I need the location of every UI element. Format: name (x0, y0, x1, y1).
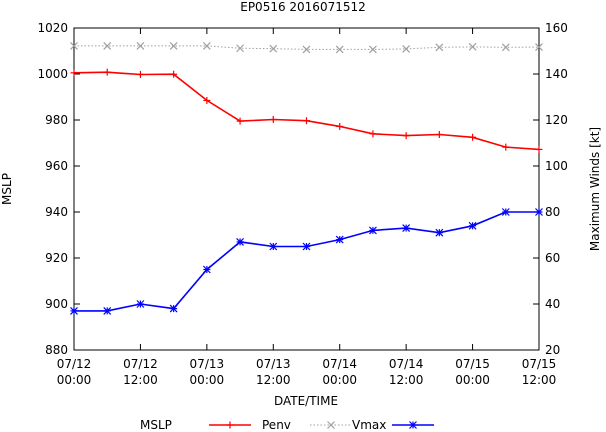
series-penv-line (74, 45, 540, 50)
y-tick-label: 880 (45, 343, 68, 357)
x-tick-label-time: 12:00 (522, 373, 557, 387)
x-tick-label-time: 00:00 (455, 373, 490, 387)
y-tick-label: 940 (45, 205, 68, 219)
x-tick-label-time: 12:00 (123, 373, 158, 387)
x-tick-label-date: 07/13 (190, 357, 225, 371)
y2-axis-label: Maximum Winds [kt] (588, 127, 602, 251)
legend-mslp-label: MSLP (140, 418, 172, 432)
x-tick-label-date: 07/12 (123, 357, 158, 371)
legend-penv-marker (327, 421, 335, 429)
legend-vmax-marker (409, 421, 417, 429)
series-vmax-marker (136, 300, 145, 308)
series-vmax-marker (501, 208, 510, 216)
x-tick-label-date: 07/15 (455, 357, 490, 371)
plot-frame (73, 27, 540, 351)
legend-vmax-label: Vmax (352, 418, 386, 432)
series-vmax-marker (202, 265, 211, 274)
series-vmax-marker (169, 304, 178, 313)
x-tick-label-time: 12:00 (389, 373, 424, 387)
y2-tick-label: 20 (545, 343, 560, 357)
series-penv-marker (435, 43, 444, 52)
y2-tick-label: 60 (545, 251, 560, 265)
series-penv-marker (402, 45, 411, 53)
y2-tick-label: 120 (545, 113, 568, 127)
series-vmax-marker (369, 226, 377, 235)
series-penv-marker (468, 42, 477, 51)
series-penv-marker (169, 42, 178, 50)
y-tick-label: 980 (45, 113, 68, 127)
series-penv-marker (369, 45, 377, 54)
series-penv (70, 42, 543, 54)
x-axis-label: DATE/TIME (274, 394, 338, 408)
axes: 880 900 920 940 960 980 1000 1020 20 40 60 80 100 120… (37, 21, 567, 387)
series-vmax-marker (402, 224, 411, 233)
series-vmax-marker (70, 306, 78, 315)
x-tick-label-time: 00:00 (57, 373, 92, 387)
series-penv-marker (535, 43, 543, 52)
x-tick-label-time: 12:00 (256, 373, 291, 387)
y2-tick-label: 160 (545, 21, 568, 35)
y2-tick-label: 80 (545, 205, 560, 219)
y-tick-label: 960 (45, 159, 68, 173)
legend-penv-label: Penv (262, 418, 291, 432)
series-penv-marker (70, 42, 78, 50)
series-vmax-marker (335, 235, 344, 244)
y-tick-label: 1000 (37, 67, 68, 81)
series-penv-marker (202, 42, 211, 50)
series-penv-marker (136, 42, 145, 50)
series-vmax-marker (236, 237, 244, 246)
y-tick-label: 1020 (37, 21, 68, 35)
y-tick-label: 920 (45, 251, 68, 265)
series-penv-marker (103, 42, 112, 50)
series-mslp (70, 68, 543, 153)
series-penv-marker (302, 45, 311, 54)
series-vmax (70, 208, 543, 315)
x-tick-label-time: 00:00 (322, 373, 357, 387)
series-vmax-marker (468, 221, 477, 230)
series-vmax-marker (269, 242, 278, 251)
x-tick-label-date: 07/14 (322, 357, 357, 371)
y-axis-label: MSLP (0, 173, 14, 205)
x-tick-label-date: 07/15 (522, 357, 557, 371)
series-penv-marker (236, 44, 244, 53)
x-tick-label-date: 07/13 (256, 357, 291, 371)
series-penv-marker (501, 43, 510, 52)
y2-tick-label: 140 (545, 67, 568, 81)
series-penv-marker (269, 44, 278, 53)
x-tick-label-date: 07/12 (57, 357, 92, 371)
chart-title: EP0516 2016071512 (240, 0, 366, 14)
y-tick-label: 900 (45, 297, 68, 311)
series-vmax-marker (103, 306, 112, 315)
x-tick-label-date: 07/14 (389, 357, 424, 371)
y2-tick-label: 40 (545, 297, 560, 311)
legend: MSLP Penv Vmax (140, 418, 434, 432)
series-vmax-marker (535, 208, 543, 216)
series-vmax-marker (435, 228, 444, 237)
series-layer (70, 42, 543, 315)
series-vmax-marker (302, 242, 311, 251)
y2-tick-label: 100 (545, 159, 568, 173)
series-penv-marker (335, 45, 344, 54)
x-tick-label-time: 00:00 (190, 373, 225, 387)
